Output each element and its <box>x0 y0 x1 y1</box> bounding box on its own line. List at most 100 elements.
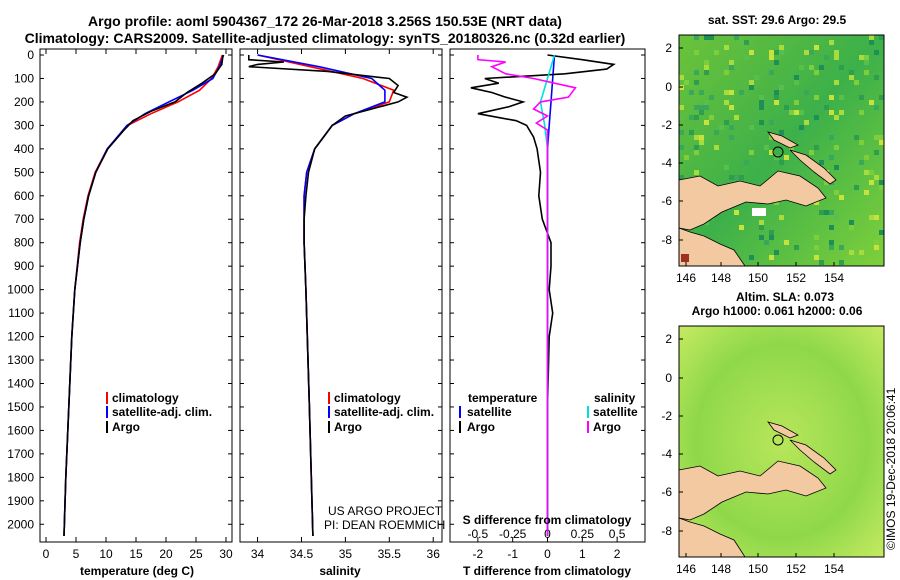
lon-tick-label: 148 <box>711 271 731 285</box>
salinity-legend: climatology satellite-adj. clim. Argo <box>328 391 434 434</box>
sst-pixel <box>829 95 834 100</box>
lon-tick-label: 148 <box>711 562 731 576</box>
sst-pixel <box>769 120 774 125</box>
sst-pixel <box>834 165 839 170</box>
sst-pixel <box>719 125 724 130</box>
sst-pixel <box>864 155 869 160</box>
sst-pixel <box>694 80 699 85</box>
sst-pixel <box>834 115 839 120</box>
land-new-ireland <box>766 131 799 149</box>
sst-pixel <box>774 95 779 100</box>
x-tick-label: 35.5 <box>378 547 402 561</box>
sst-pixel <box>859 250 864 255</box>
figure-title-line2: Climatology: CARS2009. Satellite-adjuste… <box>24 30 626 46</box>
sst-pixel <box>819 65 824 70</box>
depth-tick-label: 300 <box>14 118 34 132</box>
sst-pixel <box>779 85 784 90</box>
sst-pixel <box>729 65 734 70</box>
series-line-climatology <box>63 54 224 537</box>
sst-pixel <box>814 45 819 50</box>
sst-pixel <box>874 135 879 140</box>
sst-pixel <box>759 100 764 105</box>
lat-tick-label: -8 <box>661 524 672 538</box>
temperature-legend: climatology satellite-adj. clim. Argo <box>106 391 212 434</box>
sst-pixel <box>774 60 779 65</box>
sst-pixel <box>859 55 864 60</box>
sla-map-ticks: 146 148 150 152 154 2 0 -2 -4 -6 -8 <box>661 332 844 576</box>
sst-pixel <box>729 90 734 95</box>
sst-pixel <box>774 250 779 255</box>
sst-pixel <box>834 80 839 85</box>
sst-pixel <box>819 160 824 165</box>
sst-pixel <box>874 150 879 155</box>
difference-x-ticks: -2 -1 0 1 2-0.5 -0.25 0 0.25 0.5 <box>468 527 626 561</box>
x-tick-label: 0 <box>43 547 50 561</box>
sst-pixel <box>694 105 699 110</box>
sla-field <box>679 326 884 557</box>
sst-pixel <box>849 70 854 75</box>
sst-pixel <box>739 225 744 230</box>
sst-pixel <box>859 160 864 165</box>
sst-pixel <box>739 175 744 180</box>
sst-pixel <box>829 210 834 215</box>
legend-temperature-heading: temperature <box>468 391 538 405</box>
sst-pixel <box>779 130 784 135</box>
sst-pixel <box>834 55 839 60</box>
depth-tick-label: 1400 <box>7 376 34 390</box>
lon-tick-label: 146 <box>676 271 696 285</box>
salinity-series <box>248 54 409 537</box>
sst-pixel <box>739 90 744 95</box>
credit-line2: PI: DEAN ROEMMICH <box>324 518 445 532</box>
sst-pixel <box>839 195 844 200</box>
sst-pixel <box>874 175 879 180</box>
sst-pixel <box>869 40 874 45</box>
sst-pixel <box>824 55 829 60</box>
legend-s-satellite-label: satellite <box>593 405 638 419</box>
sst-pixel <box>704 120 709 125</box>
depth-tick-label: 2000 <box>7 517 34 531</box>
sst-pixel <box>874 105 879 110</box>
sst-pixel <box>769 235 774 240</box>
depth-tick-label: 200 <box>14 95 34 109</box>
depth-tick-label: 1000 <box>7 283 34 297</box>
sst-pixel <box>879 35 884 40</box>
sst-pixel <box>679 105 684 110</box>
sst-pixel <box>714 145 719 150</box>
sst-pixel <box>829 240 834 245</box>
sst-pixel <box>694 135 699 140</box>
sst-pixel <box>684 155 689 160</box>
sst-pixel <box>779 50 784 55</box>
sst-pixel <box>704 35 709 40</box>
depth-tick-label: 1600 <box>7 423 34 437</box>
sst-pixel <box>744 160 749 165</box>
sst-pixel <box>834 190 839 195</box>
lat-tick-label: -4 <box>661 156 672 170</box>
sst-pixel <box>769 135 774 140</box>
sst-pixel <box>814 255 819 260</box>
sst-pixel <box>694 145 699 150</box>
depth-tick-label: 1500 <box>7 400 34 414</box>
sst-pixel <box>879 135 884 140</box>
lon-tick-label: 150 <box>748 562 768 576</box>
land-new-guinea <box>678 170 827 231</box>
sst-pixel <box>699 110 704 115</box>
sst-pixel <box>689 115 694 120</box>
sst-pixel <box>729 175 734 180</box>
sst-pixel <box>679 130 684 135</box>
legend-argo-label: Argo <box>112 420 140 434</box>
sst-pixel <box>744 40 749 45</box>
sst-pixel <box>724 120 729 125</box>
sst-pixel <box>849 225 854 230</box>
x-tick-label: 15 <box>129 547 143 561</box>
lon-tick-label: 150 <box>748 271 768 285</box>
sst-pixel <box>839 110 844 115</box>
sst-pixel <box>849 220 854 225</box>
sst-pixel <box>779 160 784 165</box>
sst-pixel <box>714 130 719 135</box>
legend-salinity-heading: salinity <box>594 391 636 405</box>
depth-tick-label: 500 <box>14 165 34 179</box>
sst-pixel <box>749 85 754 90</box>
sst-pixel <box>749 255 754 260</box>
sla-map-frame <box>678 325 885 558</box>
sst-pixel <box>869 180 874 185</box>
